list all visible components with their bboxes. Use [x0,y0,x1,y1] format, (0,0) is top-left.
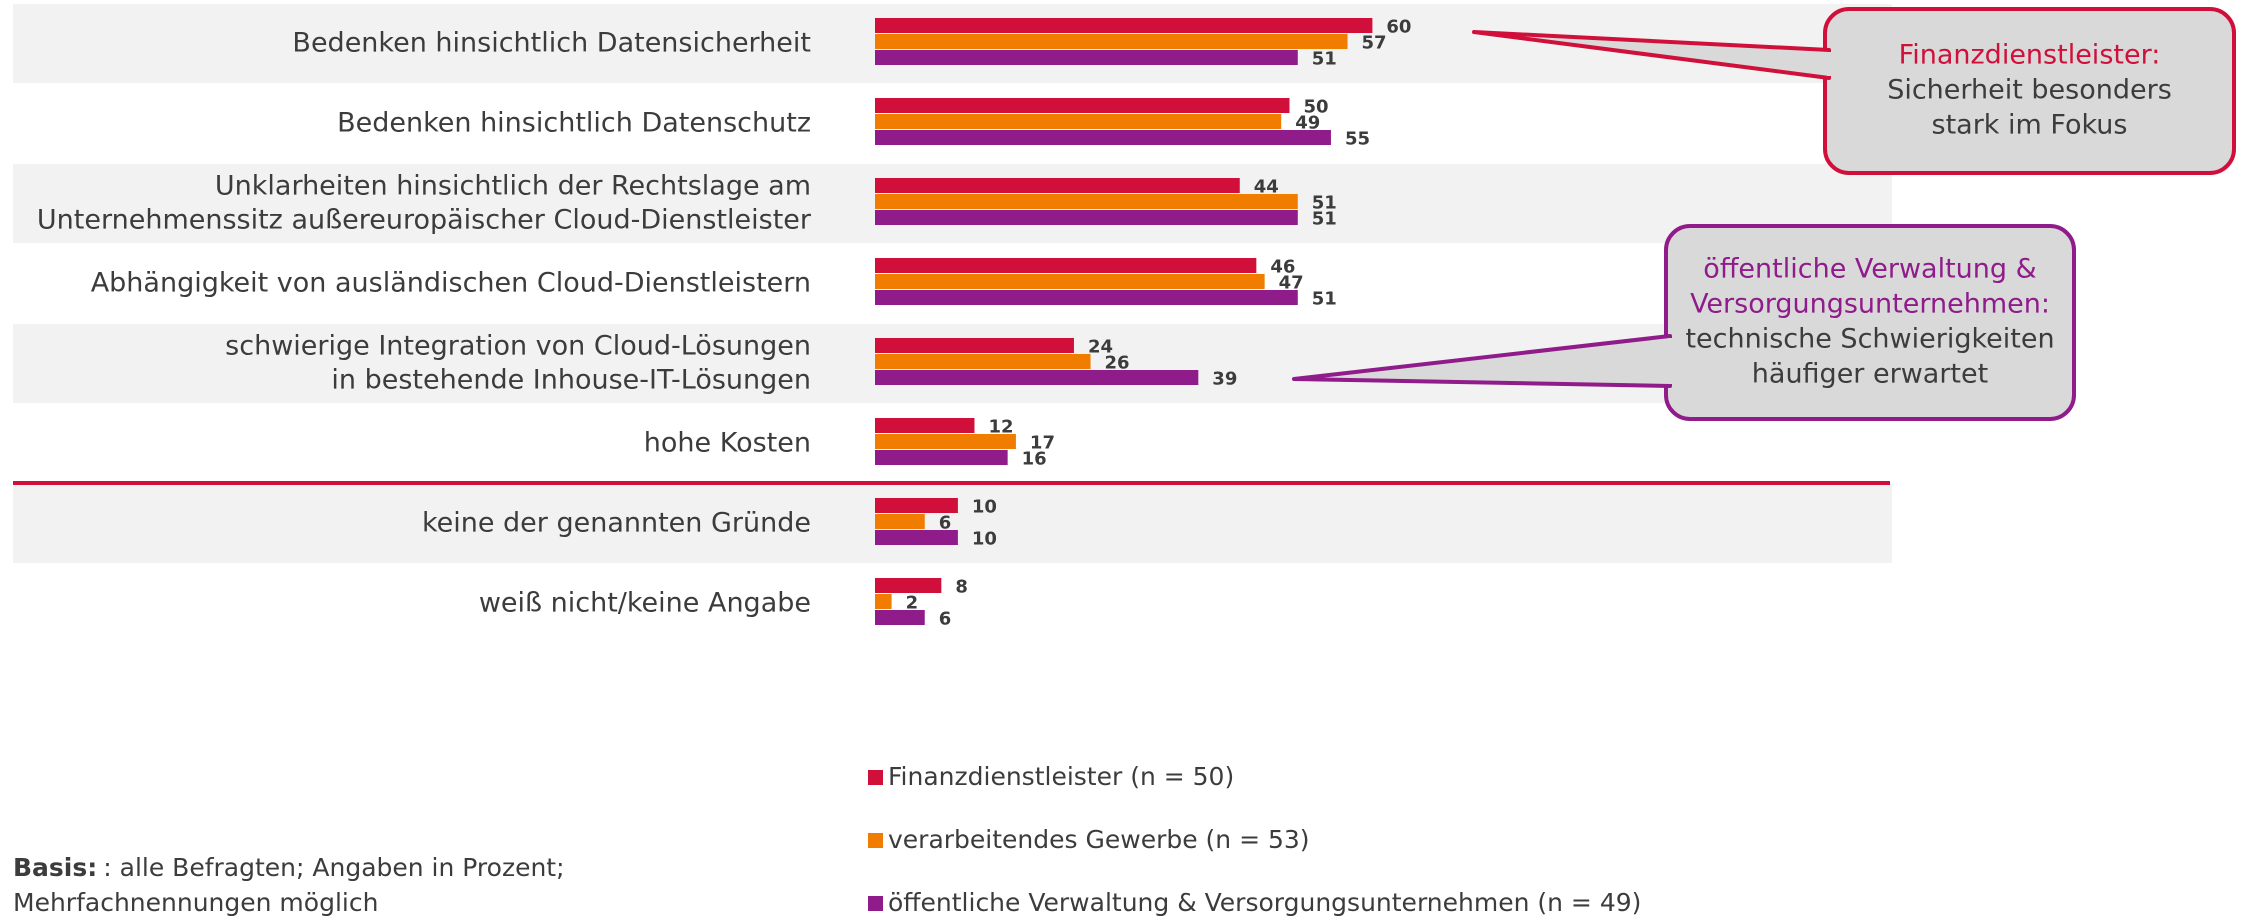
bar [875,210,1298,225]
category-label: schwierige Integration von Cloud-Lösunge… [225,331,811,362]
bar [875,98,1290,113]
value-label: 60 [1386,17,1411,38]
bar [875,354,1091,369]
bar [875,418,975,433]
bar [875,578,942,593]
bar [875,50,1298,65]
category-label: in bestehende Inhouse-IT-Lösungen [331,365,811,396]
category-label: keine der genannten Gründe [422,508,811,539]
value-label: 50 [1304,97,1329,118]
value-label: 57 [1362,33,1387,54]
category-label: Bedenken hinsichtlich Datenschutz [337,108,811,139]
value-label: 55 [1345,129,1370,150]
value-label: 12 [988,417,1013,438]
value-label: 44 [1254,177,1279,198]
value-label: 47 [1279,273,1304,294]
callout-text: öffentliche Verwaltung & [1703,254,2036,285]
bar [875,130,1331,145]
value-label: 17 [1030,433,1055,454]
bar [875,178,1240,193]
category-label: Unternehmenssitz außereuropäischer Cloud… [37,205,812,236]
footnote: Basis:: alle Befragten; Angaben in Proze… [13,853,565,882]
callout-box [1823,7,2236,175]
bar [875,258,1257,273]
value-label: 24 [1088,337,1113,358]
footnote: Mehrfachnennungen möglich [13,888,378,917]
bar [875,114,1282,129]
bar [875,194,1298,209]
bar [875,498,958,513]
value-label: 10 [972,529,997,550]
callout-text: technische Schwierigkeiten [1685,324,2054,355]
value-label: 39 [1212,369,1237,390]
legend-label: öffentliche Verwaltung & Versorgungsunte… [888,888,1641,917]
bar [875,18,1373,33]
bar [875,274,1265,289]
bar [875,370,1199,385]
value-label: 6 [939,609,952,630]
value-label: 49 [1295,113,1320,134]
bar [875,290,1298,305]
legend-swatch [868,833,883,848]
bar [875,594,892,609]
callout-text: Finanzdienstleister: [1899,40,2161,71]
category-label: hohe Kosten [644,428,811,459]
bar [875,338,1074,353]
bar [875,514,925,529]
legend-swatch [868,896,883,911]
bar [875,34,1348,49]
value-label: 2 [906,593,919,614]
callout-cover [1827,52,1835,76]
legend-swatch [868,770,883,785]
category-label: Abhängigkeit von ausländischen Cloud-Die… [91,268,811,299]
callout-text: Versorgungsunternehmen: [1690,289,2050,320]
legend-label: verarbeitendes Gewerbe (n = 53) [888,825,1310,854]
legend-label: Finanzdienstleister (n = 50) [888,762,1234,791]
category-label: Unklarheiten hinsichtlich der Rechtslage… [215,171,811,202]
value-label: 46 [1270,257,1295,278]
bar [875,530,958,545]
value-label: 16 [1022,449,1047,470]
category-label: weiß nicht/keine Angabe [479,588,811,619]
value-label: 51 [1312,209,1337,230]
callout-box [1664,224,2076,421]
footnote-text: : alle Befragten; Angaben in Prozent; [103,853,564,882]
bar [875,610,925,625]
callout-text: stark im Fokus [1932,110,2128,141]
value-label: 51 [1312,289,1337,310]
bar [875,434,1016,449]
value-label: 51 [1312,193,1337,214]
value-label: 51 [1312,49,1337,70]
row-band [13,484,1892,563]
footnote-bold: Basis: [13,853,97,882]
value-label: 26 [1105,353,1130,374]
category-label: Bedenken hinsichtlich Datensicherheit [292,28,811,59]
callout-text: Sicherheit besonders [1887,75,2172,106]
bar [875,450,1008,465]
value-label: 8 [955,577,968,598]
callout-cover [1668,338,1676,384]
value-label: 10 [972,497,997,518]
callout-text: häufiger erwartet [1752,359,1988,390]
value-label: 6 [939,513,952,534]
